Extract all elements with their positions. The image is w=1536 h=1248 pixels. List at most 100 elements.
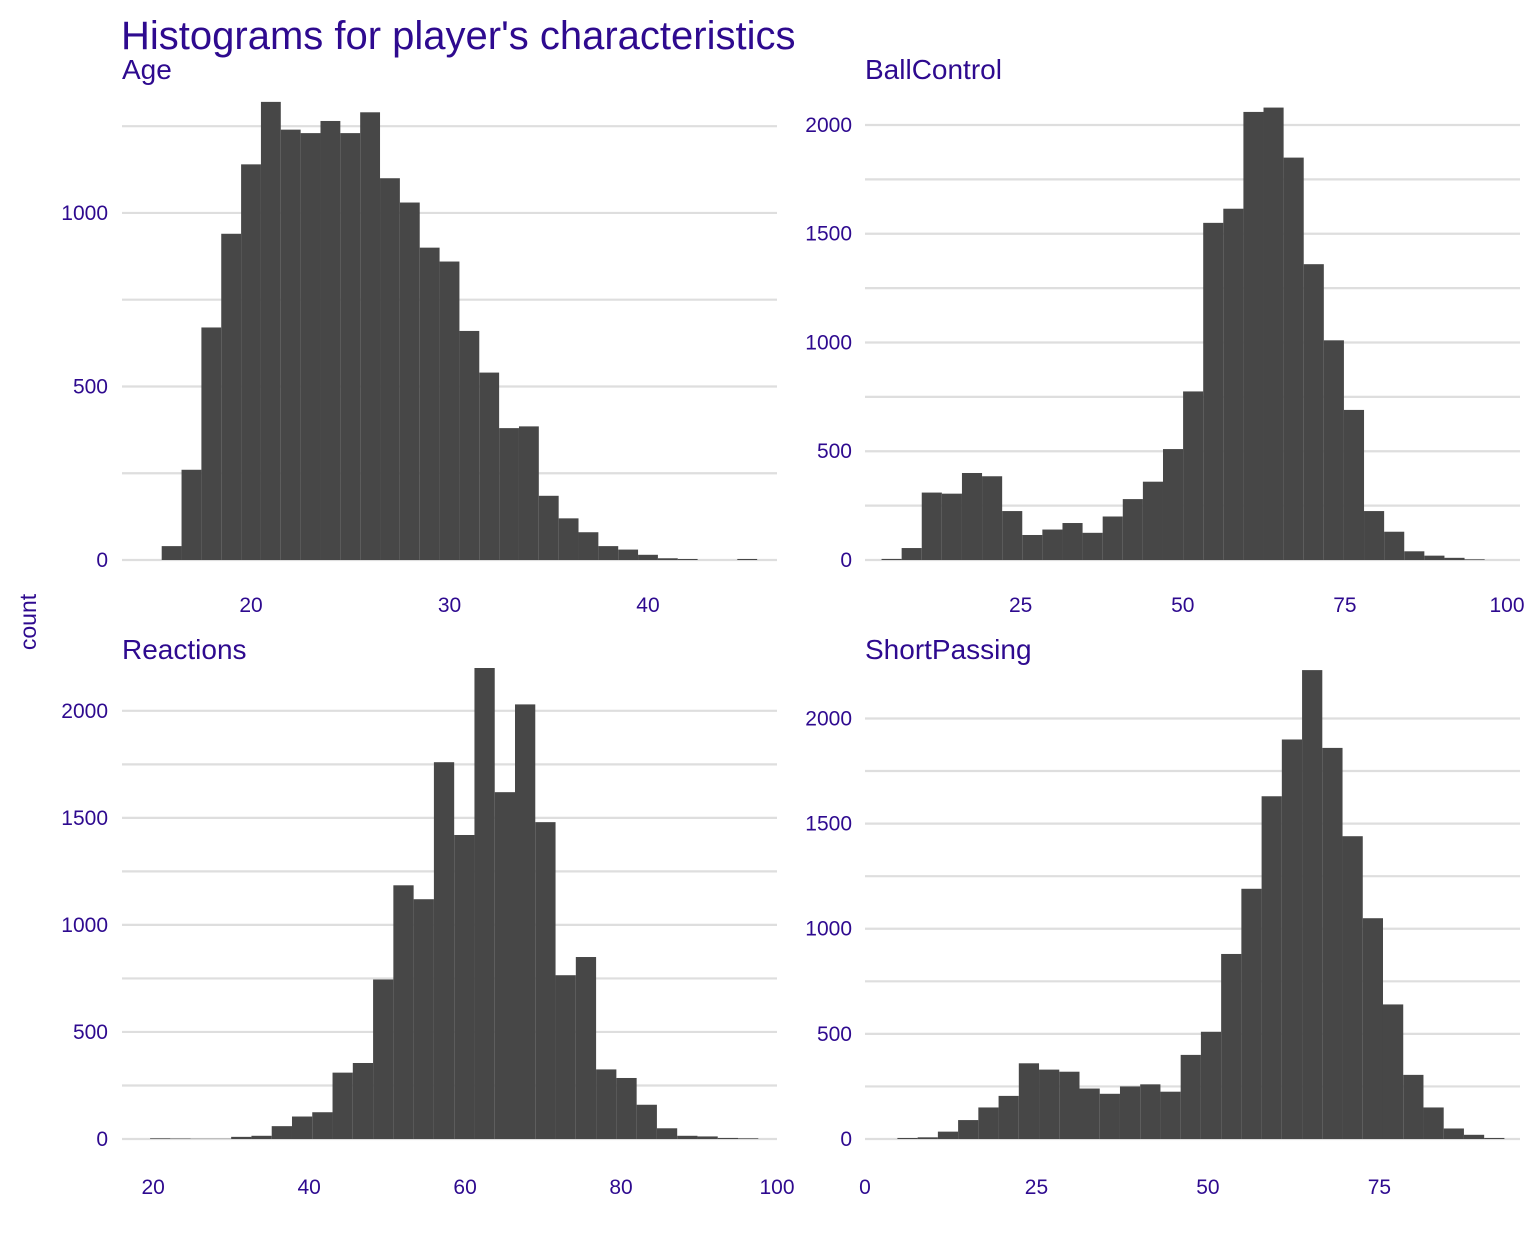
y-tick-label: 1000 [61,202,108,225]
histogram-bar [161,546,182,560]
histogram-bar [1223,208,1244,561]
facet-panel-reactions: Reactions 0 500 1000 1500 2000 20 40 60 80 100 [61,634,794,1199]
y-tick-label: 500 [73,375,108,398]
histogram-bar [982,476,1003,560]
x-tick-label: 0 [859,1176,871,1199]
histogram-bar [677,1135,698,1139]
chart-title: Histograms for player's characteristics [121,14,796,58]
histogram-bar [291,1116,313,1139]
histogram-bar [373,979,394,1139]
histogram-bar [1221,953,1242,1139]
histogram-bar [360,112,381,560]
histogram-bar [535,822,556,1139]
histogram-bar [656,1128,678,1139]
y-tick-label: 0 [96,549,108,572]
histogram-bar [1444,557,1465,560]
histogram-bar [1039,1069,1060,1139]
y-tick-label: 1000 [61,914,108,937]
histogram-bar [677,558,698,560]
x-tick-label: 75 [1333,594,1356,617]
histogram-bar [1160,1091,1181,1139]
y-axis-label: count [15,593,41,650]
histogram-bar [399,202,420,560]
facet-panel-ballcontrol: BallControl 0 500 1000 1500 2000 25 50 75 100 [805,54,1524,617]
histogram-bar [1022,534,1043,560]
x-tick-label: 40 [636,594,659,617]
histogram-bar [1484,1137,1505,1139]
histogram-bar [638,554,658,560]
histogram-bar [320,120,341,561]
histogram-bar [1463,1134,1485,1139]
histogram-bar [221,233,242,560]
histogram-bar [181,469,202,560]
histogram-bar [1302,670,1323,1139]
facet-label: ShortPassing [865,634,1032,665]
histogram-bar [978,1107,999,1139]
histogram-bar [1323,340,1344,560]
histogram-bar [1122,499,1143,560]
y-tick-label: 1500 [805,813,852,836]
histogram-bar [1142,481,1163,560]
x-tick-label: 20 [239,594,262,617]
histogram-bar [413,899,434,1139]
y-tick-label: 1000 [805,331,852,354]
histogram-bar [616,1077,637,1139]
histogram-bar [596,1069,617,1139]
histogram-bar [717,1137,739,1139]
x-tick-label: 50 [1171,594,1194,617]
histogram-bar [1119,1086,1141,1139]
histogram-bar [1423,1107,1444,1139]
histogram-bar [1243,111,1264,560]
y-tick-label: 500 [817,1023,852,1046]
histogram-bar [1180,1054,1201,1139]
histogram-bar [1102,516,1123,560]
histogram-bar [312,1112,333,1139]
histogram-bar [1099,1093,1120,1139]
histogram-bar [1059,1071,1080,1139]
histogram-bar [961,472,983,560]
x-tick-label: 100 [1490,594,1525,617]
y-tick-label: 0 [840,1128,852,1151]
histogram-bar [917,1137,938,1139]
histogram-bar [1140,1084,1161,1139]
histogram-bar [150,1138,171,1139]
histogram-bar [459,330,480,560]
histogram-bar [419,247,440,560]
histogram-bar [518,426,539,560]
facet-panel-shortpassing: ShortPassing 0 500 1000 1500 2000 0 25 50 75 [805,634,1520,1199]
histogram-bar [998,1095,1019,1139]
histogram-bar [1283,157,1304,560]
histogram-bar [1443,1128,1464,1139]
x-tick-label: 60 [453,1176,476,1199]
histogram-bar [1200,1031,1222,1139]
histogram-bar [201,327,222,560]
histogram-bar [1281,739,1303,1139]
y-tick-label: 2000 [805,707,852,730]
x-tick-label: 40 [297,1176,320,1199]
histogram-bar [1384,531,1405,560]
x-tick-label: 25 [1009,594,1032,617]
x-tick-label: 75 [1368,1176,1391,1199]
histogram-bar [454,834,475,1139]
histogram-bar [1303,264,1324,560]
histogram-bar [499,428,519,560]
histogram-bar [494,792,515,1139]
histogram-bar [1404,551,1425,560]
histogram-bar [300,133,321,560]
histogram-bar [555,975,576,1139]
histogram-bar [636,1104,657,1139]
histogram-bar [1424,555,1445,560]
histogram-bar [515,704,536,1139]
facet-panel-age: Age 0 500 1000 20 30 40 [61,54,777,617]
x-tick-label: 100 [759,1176,794,1199]
histogram-bar [1079,1088,1100,1139]
histogram-bar [1018,1063,1040,1139]
histogram-bar [280,129,301,560]
histogram-bar [1322,747,1343,1139]
histogram-bar [618,549,639,560]
y-tick-label: 1500 [805,223,852,246]
y-tick-label: 1000 [805,918,852,941]
histogram-bar [1382,1004,1404,1139]
histogram-bar [657,558,678,560]
histogram-bar [241,164,261,560]
